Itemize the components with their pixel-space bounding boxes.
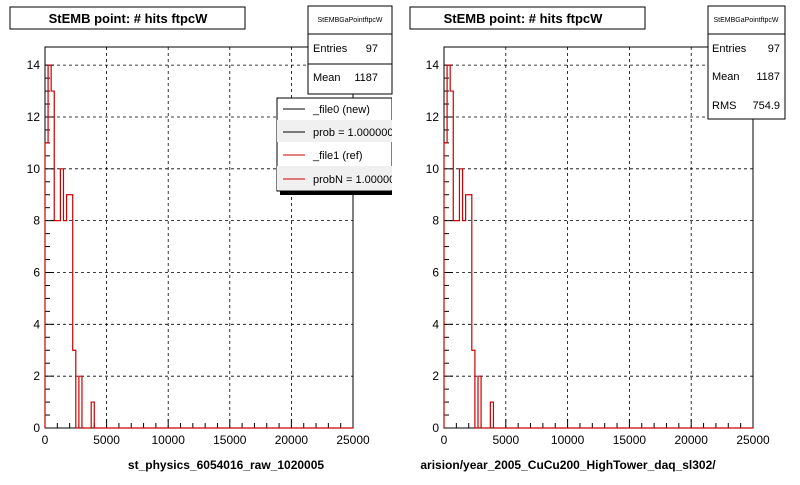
right-stats-entries-label: Entries [712, 43, 747, 55]
right-x-tick-label-5: 25000 [736, 433, 770, 447]
left-y-tick-label-1: 2 [33, 369, 40, 383]
right-y-tick-label-6: 12 [426, 110, 440, 124]
left-stats-name: StEMBGaPointftpcW [318, 17, 383, 24]
left-title: StEMB point: # hits ftpcW [49, 11, 209, 26]
left-histogram-pad: 0 5000 10000 15000 20000 25000 0 2 4 6 8 10 12 14 St… [9, 5, 412, 472]
right-stats-name: StEMBGaPointftpcW [714, 17, 779, 24]
right-stats-entries-value: 97 [768, 43, 780, 55]
left-stats-mean-label: Mean [313, 72, 341, 84]
right-histogram [443, 64, 753, 429]
left-y-tick-label-6: 12 [27, 110, 41, 124]
right-stats-box: StEMBGaPointftpcW Entries 97 Mean 1187 R… [707, 5, 786, 120]
left-x-label: st_physics_6054016_raw_1020005 [128, 458, 324, 472]
right-x-label: arision/year_2005_CuCu200_HighTower_daq_… [420, 458, 716, 472]
left-x-tick-label-4: 20000 [275, 433, 309, 447]
right-title: StEMB point: # hits ftpcW [444, 11, 604, 26]
right-stats-rms-label: RMS [712, 100, 736, 112]
right-y-tick-label-1: 2 [432, 369, 439, 383]
right-y-tick-label-3: 6 [432, 265, 439, 279]
legend-entry-probn: probN = 1.000000 [313, 174, 401, 186]
left-y-tick-label-3: 6 [33, 265, 40, 279]
left-y-axis: 0 2 4 6 8 10 12 14 [27, 58, 54, 435]
left-title-box [9, 6, 246, 30]
left-histogram [44, 64, 353, 429]
right-y-tick-label-7: 14 [426, 58, 440, 72]
right-stats-rms-value: 754.9 [752, 100, 780, 112]
right-x-tick-label-3: 15000 [613, 433, 647, 447]
legend-entry-prob: prob = 1.000000 [313, 127, 393, 139]
left-y-tick-label-7: 14 [27, 58, 41, 72]
right-y-tick-label-4: 8 [432, 214, 439, 228]
left-y-tick-label-4: 8 [33, 214, 40, 228]
left-stats-entries-value: 97 [366, 43, 378, 55]
left-x-tick-label-1: 5000 [93, 433, 120, 447]
right-histogram-series-0 [443, 64, 753, 429]
right-y-tick-label-2: 4 [432, 317, 439, 331]
left-stats-mean-value: 1187 [354, 72, 378, 84]
right-x-axis: 0 5000 10000 15000 20000 25000 [441, 419, 770, 447]
legend-entry-ref: _file1 (ref) [312, 150, 363, 162]
right-histogram-pad: 0 5000 10000 15000 20000 25000 0 2 4 6 8 10 12 14 St… [409, 5, 786, 472]
left-y-tick-label-2: 4 [33, 317, 40, 331]
left-x-tick-label-3: 15000 [213, 433, 247, 447]
right-plot-frame [443, 46, 754, 429]
right-x-tick-label-1: 5000 [492, 433, 519, 447]
right-grid [444, 47, 753, 428]
left-x-tick-label-0: 0 [42, 433, 49, 447]
left-stats-box: StEMBGaPointftpcW Entries 97 Mean 1187 [307, 5, 393, 95]
right-y-axis: 0 2 4 6 8 10 12 14 [426, 58, 453, 435]
right-stats-mean-label: Mean [712, 71, 740, 83]
left-x-tick-label-5: 25000 [336, 433, 370, 447]
left-y-tick-label-0: 0 [33, 421, 40, 435]
right-x-tick-label-4: 20000 [675, 433, 709, 447]
legend-entry-new: _file0 (new) [312, 104, 370, 116]
right-y-tick-label-0: 0 [432, 421, 439, 435]
right-x-tick-label-0: 0 [441, 433, 448, 447]
left-histogram-series-0 [44, 64, 353, 429]
right-x-tick-label-2: 10000 [551, 433, 585, 447]
right-y-tick-label-5: 10 [426, 162, 440, 176]
left-x-tick-label-2: 10000 [152, 433, 186, 447]
left-x-axis: 0 5000 10000 15000 20000 25000 [42, 419, 370, 447]
legend: _file0 (new) prob = 1.000000 _file1 (ref… [276, 95, 412, 200]
right-title-box [409, 6, 646, 30]
left-stats-entries-label: Entries [313, 43, 348, 55]
left-y-tick-label-5: 10 [27, 162, 41, 176]
right-stats-mean-value: 1187 [756, 71, 780, 83]
